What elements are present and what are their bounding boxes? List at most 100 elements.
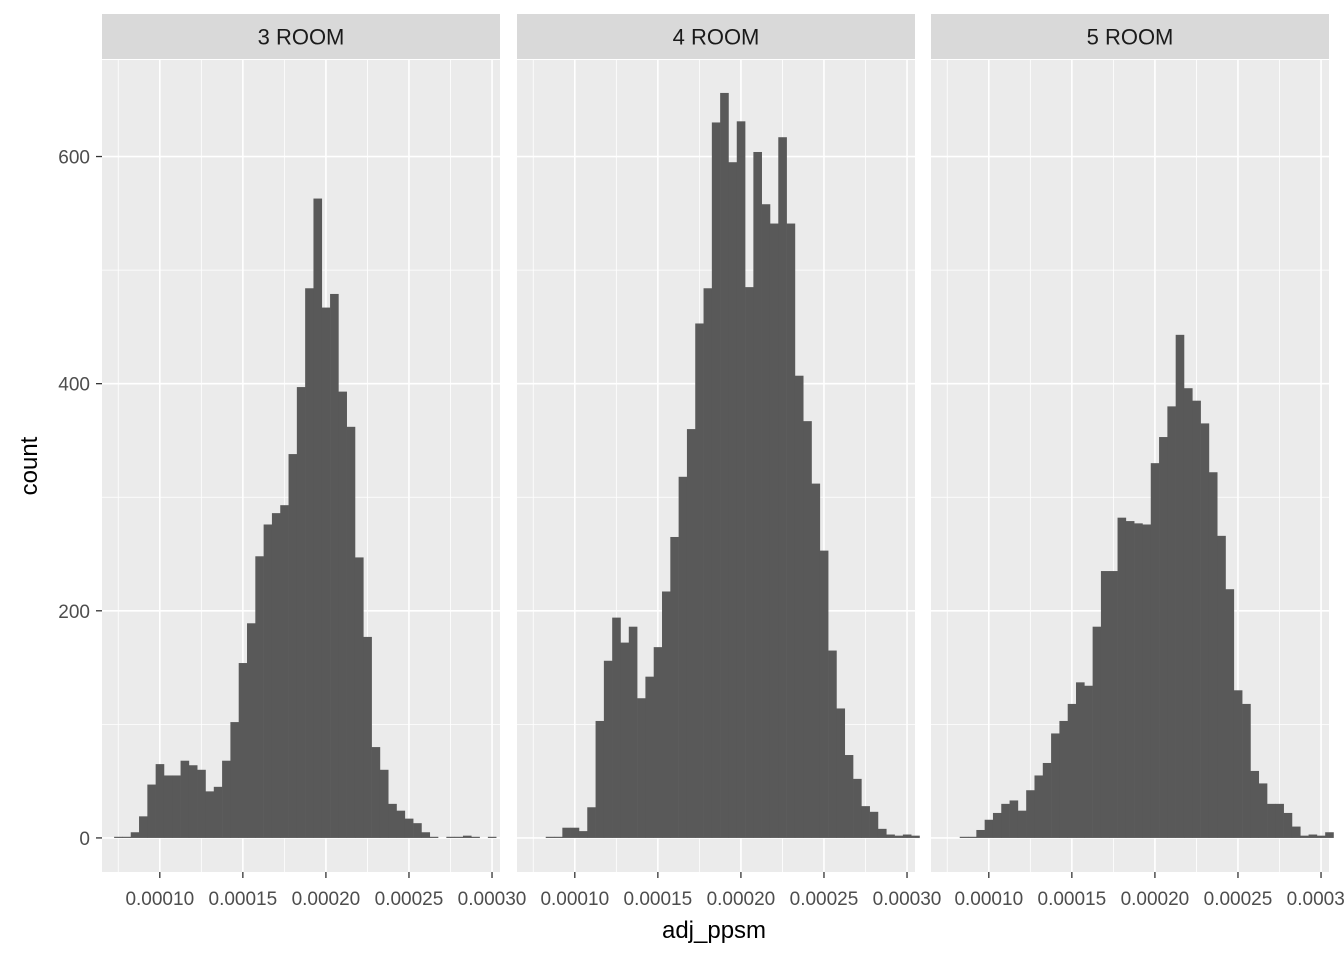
histogram-bar (1117, 517, 1127, 838)
histogram-bar (1300, 835, 1309, 838)
histogram-bar (1233, 690, 1243, 838)
histogram-bar (836, 708, 846, 838)
histogram-bar (911, 835, 920, 838)
x-tick-label: 0.00015 (1038, 889, 1107, 910)
histogram-bar (230, 722, 240, 838)
histogram-bar (984, 819, 994, 838)
histogram-bar (545, 836, 555, 838)
histogram-bar (828, 650, 837, 838)
histogram-bar (902, 834, 912, 838)
histogram-bar (346, 426, 356, 838)
histogram-bar (1167, 406, 1176, 838)
histogram-bar (794, 375, 804, 838)
histogram-bar (1125, 521, 1135, 838)
histogram-bar (587, 807, 596, 838)
histogram-bar (213, 786, 223, 838)
histogram-bar (130, 832, 140, 838)
histogram-bar (1208, 472, 1218, 838)
y-tick-label: 0 (79, 829, 90, 850)
histogram-bar (122, 836, 132, 838)
histogram-bar (620, 642, 630, 838)
x-tick-label: 0.00025 (790, 889, 859, 910)
histogram-bar (736, 121, 746, 838)
histogram-bar (968, 836, 977, 838)
histogram-bar (139, 816, 148, 838)
histogram-bar (803, 421, 812, 838)
histogram-bar (554, 836, 563, 838)
histogram-bar (886, 834, 895, 838)
histogram-bar (645, 676, 655, 838)
histogram-bar (753, 151, 762, 838)
histogram-bar (1109, 571, 1118, 838)
histogram-bar (1325, 832, 1334, 838)
histogram-bar (163, 775, 173, 838)
histogram-bar (429, 836, 439, 838)
histogram-bar (396, 810, 406, 838)
facet-panel: 4 ROOM 0.00010 0.00015 0.00020 0.00025 0.0003… (517, 14, 941, 910)
x-tick-label: 0.00025 (375, 889, 444, 910)
histogram-bar (1175, 334, 1185, 838)
y-tick-label: 200 (58, 602, 90, 623)
histogram-bar (238, 663, 248, 838)
histogram-bar (296, 387, 306, 838)
histogram-bar (487, 836, 497, 838)
histogram-bar (388, 803, 397, 838)
facet-strip (517, 14, 915, 59)
facet-strip-label: 3 ROOM (258, 25, 345, 50)
histogram-bar (1291, 826, 1301, 838)
histogram-bar (976, 829, 985, 838)
x-tick-label: 0.00015 (209, 889, 278, 910)
histogram-bar (992, 812, 1002, 838)
histogram-bar (1067, 703, 1077, 838)
histogram-bar (247, 623, 256, 838)
histogram-bar (363, 636, 372, 838)
histogram-bar (1316, 835, 1326, 838)
histogram-bar (869, 811, 879, 838)
histogram-bar (1100, 571, 1110, 838)
histogram-bar (1142, 524, 1152, 838)
x-tick-label: 0.00020 (707, 889, 776, 910)
histogram-bar (612, 617, 621, 838)
histogram-bar (1250, 770, 1260, 838)
histogram-bar (446, 836, 455, 838)
histogram-bar (711, 122, 721, 838)
histogram-bar (703, 288, 713, 838)
histogram-bar (1150, 463, 1160, 838)
facet-strip-label: 4 ROOM (673, 25, 760, 50)
histogram-bar (853, 778, 862, 838)
histogram-bar (686, 429, 696, 838)
y-tick-label: 400 (58, 375, 90, 396)
histogram-bar (1134, 523, 1143, 838)
x-tick-label: 0.00025 (1204, 889, 1273, 910)
histogram-bar (263, 524, 273, 838)
histogram-bar (1092, 626, 1102, 838)
histogram-bar (728, 162, 738, 838)
histogram-bar (1242, 703, 1251, 838)
histogram-bar (595, 720, 605, 838)
histogram-bar (1051, 733, 1060, 838)
x-tick-label: 0.00030 (873, 889, 942, 910)
histogram-bar (462, 835, 472, 838)
x-axis-title: adj_ppsm (662, 917, 766, 944)
facet-strip (931, 14, 1329, 59)
histogram-bar (1059, 720, 1069, 838)
y-axis-title: count (16, 436, 43, 495)
histogram-bar (205, 791, 215, 838)
histogram-bar (280, 505, 289, 838)
histogram-bar (1275, 803, 1284, 838)
y-tick-label: 600 (58, 148, 90, 169)
histogram-bar (172, 775, 181, 838)
histogram-bar (271, 513, 281, 838)
histogram-bar (313, 198, 323, 838)
histogram-bar (155, 764, 165, 838)
histogram-bar (578, 831, 588, 838)
histogram-bar (1267, 803, 1276, 838)
histogram-bar (1159, 437, 1168, 838)
x-tick-label: 0.00010 (540, 889, 609, 910)
histogram-bar (1017, 810, 1027, 838)
histogram-bar (1076, 682, 1085, 838)
histogram-bar (1283, 812, 1293, 838)
histogram-bar (1034, 775, 1044, 838)
histogram-bar (1200, 423, 1210, 838)
histogram-bar (305, 288, 314, 838)
